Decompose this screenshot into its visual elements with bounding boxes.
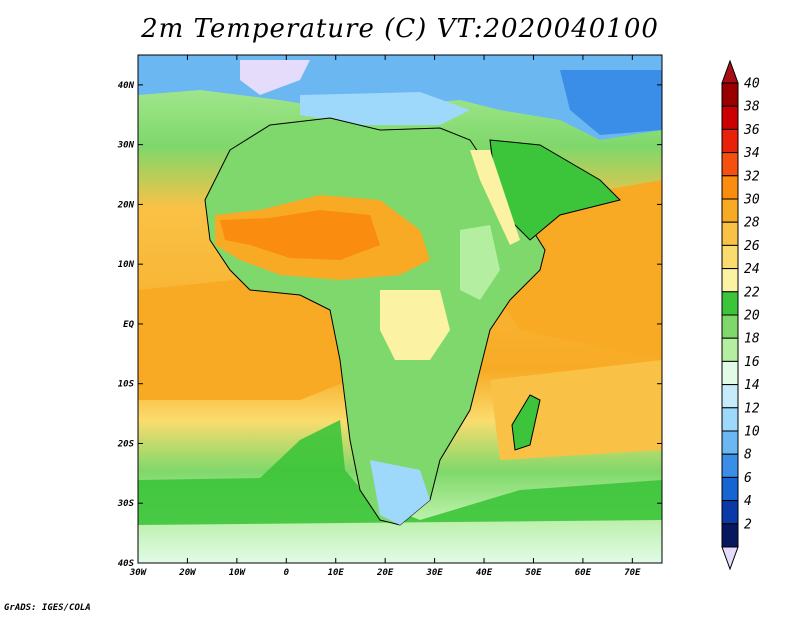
colorbar-swatch bbox=[721, 128, 739, 154]
colorbar-label: 8 bbox=[744, 448, 752, 463]
lat-tick-label: 20S bbox=[117, 439, 135, 449]
colorbar-swatch bbox=[721, 175, 739, 200]
colorbar-swatch bbox=[721, 314, 739, 339]
colorbar-label: 22 bbox=[744, 285, 760, 300]
lon-tick-label: 10E bbox=[328, 568, 345, 578]
lat-tick-label: 10S bbox=[118, 380, 135, 390]
colorbar-label: 36 bbox=[743, 123, 760, 138]
credit-label: GrADS: IGES/COLA bbox=[4, 603, 91, 613]
colorbar-swatch bbox=[721, 291, 739, 316]
colorbar-label: 10 bbox=[744, 425, 760, 440]
colorbar-swatch bbox=[721, 407, 739, 432]
colorbar-label: 32 bbox=[743, 169, 760, 184]
colorbar-label: 18 bbox=[744, 332, 760, 347]
colorbar-over-arrow bbox=[721, 59, 739, 84]
mediterranean-sea bbox=[300, 92, 470, 125]
colorbar-label: 38 bbox=[743, 100, 760, 115]
lon-tick-label: 40E bbox=[476, 568, 493, 578]
lon-tick-label: 20W bbox=[178, 568, 197, 578]
lat-tick-label: 40S bbox=[118, 559, 135, 569]
colorbar-swatch bbox=[721, 430, 739, 455]
colorbar-swatch bbox=[721, 500, 739, 525]
lon-tick-label: 10W bbox=[229, 568, 247, 578]
colorbar-label: 4 bbox=[744, 494, 752, 509]
colorbar-swatch bbox=[721, 384, 739, 409]
colorbar-label: 6 bbox=[744, 471, 752, 486]
lon-tick-label: 50E bbox=[525, 568, 542, 578]
colorbar-swatch bbox=[721, 105, 739, 130]
atlantic-warm-belt bbox=[138, 270, 350, 400]
lat-tick-label: 30N bbox=[117, 141, 135, 151]
lat-tick-label: 10N bbox=[118, 260, 135, 270]
south-atlantic-cool-band bbox=[138, 420, 662, 525]
colorbar-label: 24 bbox=[744, 262, 760, 277]
colorbar-label: 20 bbox=[744, 309, 760, 324]
lon-tick-label: 30W bbox=[129, 568, 148, 578]
colorbar-label: 28 bbox=[744, 216, 760, 231]
colorbar-swatch bbox=[721, 221, 739, 246]
middle-east-cold bbox=[560, 70, 662, 135]
colorbar-label: 30 bbox=[743, 193, 760, 208]
colorbar: 40 38 36 34 32 30 28 26 24 22 20 18 16 14 12 10 8 6 4 2 bbox=[721, 59, 760, 571]
map-panel: 30W 20W 10W 0 10E 20E 30E 40E 50E 60E 70E 40N 30N 20… bbox=[117, 54, 663, 578]
lon-tick-label: 70E bbox=[624, 568, 641, 578]
colorbar-swatch bbox=[721, 198, 739, 223]
lon-tick-label: 0 bbox=[284, 568, 290, 578]
lat-tick-label: 20N bbox=[117, 200, 135, 210]
madagascar bbox=[511, 394, 541, 451]
colorbar-swatch bbox=[721, 152, 739, 177]
indian-ocean-south bbox=[490, 360, 662, 460]
longitude-ticks: 30W 20W 10W 0 10E 20E 30E 40E 50E 60E 70E bbox=[129, 55, 641, 578]
colorbar-swatch bbox=[721, 476, 739, 502]
colorbar-under-arrow bbox=[721, 546, 739, 571]
colorbar-label: 2 bbox=[744, 517, 752, 532]
colorbar-label: 26 bbox=[744, 239, 760, 254]
east-africa-highlands bbox=[460, 225, 500, 300]
colorbar-swatch bbox=[721, 244, 739, 270]
red-sea bbox=[470, 150, 520, 245]
lat-tick-label: 40N bbox=[118, 81, 135, 91]
sahel-very-hot bbox=[220, 210, 380, 260]
southern-africa-cool bbox=[370, 460, 430, 525]
central-africa-warm bbox=[380, 290, 450, 360]
colorbar-swatch bbox=[721, 268, 739, 293]
colorbar-swatch bbox=[721, 523, 739, 548]
colorbar-label: 40 bbox=[744, 77, 760, 92]
colorbar-swatch bbox=[721, 82, 739, 107]
latitude-ticks: 40N 30N 20N 10N EQ 10S 20S 30S 40S bbox=[117, 81, 662, 569]
map-frame bbox=[137, 54, 663, 564]
colorbar-label: 12 bbox=[744, 401, 760, 416]
lat-tick-label: EQ bbox=[123, 320, 134, 330]
lon-tick-label: 30E bbox=[425, 568, 443, 578]
colorbar-label: 34 bbox=[743, 146, 760, 161]
colorbar-swatch bbox=[721, 337, 739, 362]
lon-tick-label: 20E bbox=[376, 568, 394, 578]
lon-tick-label: 60E bbox=[575, 568, 592, 578]
colorbar-swatch bbox=[721, 360, 739, 386]
colorbar-label: 14 bbox=[744, 378, 760, 393]
europe-very-cold bbox=[240, 60, 310, 95]
colorbar-label: 16 bbox=[744, 355, 760, 370]
map-title: 2m Temperature (C) VT:2020040100 bbox=[141, 14, 659, 44]
lat-tick-label: 30S bbox=[117, 499, 135, 509]
colorbar-swatch bbox=[721, 453, 739, 478]
